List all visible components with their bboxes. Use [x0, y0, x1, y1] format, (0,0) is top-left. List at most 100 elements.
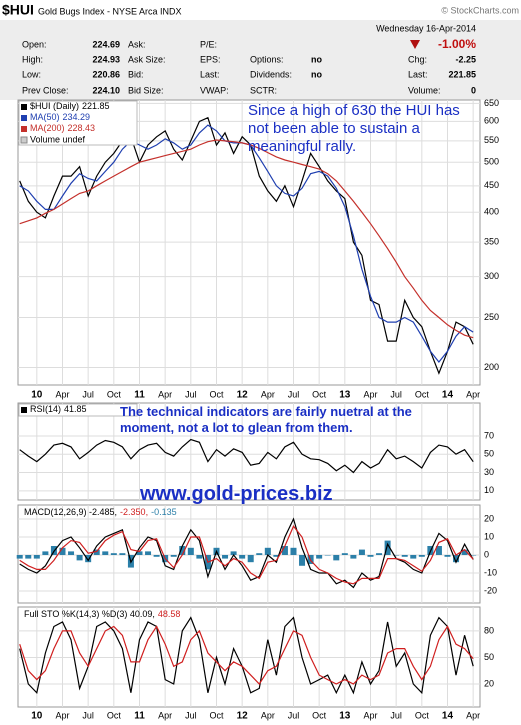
down-arrow [410, 40, 420, 49]
x-tick-label: Apr [55, 389, 69, 399]
y-tick-label: 0 [484, 549, 489, 559]
histogram-bar [93, 549, 100, 555]
histogram-bar [110, 553, 117, 555]
x-tick-label: Jul [390, 710, 402, 720]
y-tick-label: 20 [484, 678, 494, 688]
field-label: Dividends: [250, 69, 292, 79]
legend-value: 221.85 [82, 101, 110, 111]
legend-value: 228.43 [68, 123, 96, 133]
field-value: no [311, 69, 322, 79]
histogram-bar [16, 554, 23, 559]
legend-value: 41.85 [64, 404, 87, 414]
x-tick-label: Apr [261, 710, 275, 720]
histogram-bar [290, 547, 297, 555]
histogram-bar [333, 554, 340, 561]
histogram-bar [119, 553, 126, 555]
legend-entry: MACD(12,26,9) -2.485, [24, 507, 117, 517]
histogram-bar [393, 554, 400, 556]
legend: Full STO %K(14,3) %D(3) 40.09, 48.58 [24, 609, 180, 619]
field-value: no [311, 54, 322, 64]
legend-entry: MA(200) 228.43 [30, 123, 95, 133]
change-percent: -1.00% [438, 37, 476, 51]
field-label: Last: [408, 69, 428, 79]
histogram-bar [281, 545, 288, 555]
field-label: VWAP: [200, 85, 229, 95]
field-value: -2.25 [455, 54, 476, 64]
y-tick-label: 400 [484, 207, 499, 217]
field-value: 220.86 [92, 69, 120, 79]
legend-value: 234.29 [63, 112, 91, 122]
y-tick-label: 10 [484, 485, 494, 495]
legend-swatch [21, 407, 27, 413]
y-tick-label: -20 [484, 585, 497, 595]
x-tick-label: Oct [107, 389, 122, 399]
series-line [19, 116, 474, 375]
field-label: High: [22, 54, 43, 64]
histogram-bar [453, 554, 460, 563]
legend-entry: -2.350, [120, 507, 148, 517]
x-tick-label: Jul [390, 389, 402, 399]
histogram-bar [25, 554, 32, 559]
field-label: Open: [22, 39, 47, 49]
x-tick-label: 11 [134, 390, 145, 401]
legend-box [18, 100, 138, 146]
legend-entry: $HUI (Daily) 221.85 [30, 101, 110, 111]
x-tick-label: Apr [363, 389, 377, 399]
histogram-bar [444, 554, 451, 557]
histogram-bar [247, 554, 254, 563]
field-label: Ask Size: [128, 54, 166, 64]
x-tick-label: 11 [134, 711, 145, 722]
date: Wednesday 16-Apr-2014 [376, 23, 476, 33]
histogram-bar [410, 554, 417, 559]
x-tick-label: Jul [185, 389, 197, 399]
legend-name: MA(200) [30, 123, 65, 133]
histogram-bar [33, 554, 40, 559]
field-label: Ask: [128, 39, 146, 49]
x-tick-label: Oct [312, 710, 327, 720]
y-tick-label: 30 [484, 467, 494, 477]
field-value: 224.93 [92, 54, 120, 64]
y-tick-label: 50 [484, 449, 494, 459]
histogram-bar [470, 554, 477, 556]
y-tick-label: 650 [484, 98, 499, 108]
panel-background [17, 402, 481, 501]
histogram-bar [239, 554, 246, 559]
histogram-bar [136, 551, 143, 555]
field-label: EPS: [200, 54, 221, 64]
x-tick-label: Jul [82, 389, 94, 399]
series-line [19, 625, 474, 685]
histogram-bar [350, 554, 357, 559]
y-tick-label: 80 [484, 625, 494, 635]
field-label: Options: [250, 54, 284, 64]
histogram-bar [367, 554, 374, 557]
x-tick-label: Jul [185, 710, 197, 720]
field-label: Bid: [128, 69, 144, 79]
y-tick-label: 10 [484, 531, 494, 541]
histogram-bar [341, 553, 348, 555]
histogram-bar [187, 547, 194, 555]
x-tick-label: Apr [466, 389, 480, 399]
copyright: © StockCharts.com [441, 5, 519, 15]
histogram-bar [384, 540, 391, 555]
header-background [0, 20, 521, 100]
y-tick-label: 70 [484, 430, 494, 440]
field-label: SCTR: [250, 85, 277, 95]
field-label: Volume: [408, 85, 441, 95]
legend-entry: Full STO %K(14,3) %D(3) 40.09, [24, 609, 155, 619]
histogram-bar [145, 551, 152, 555]
field-value: 0 [471, 85, 476, 95]
histogram-bar [264, 547, 271, 555]
histogram-bar [324, 554, 331, 556]
y-tick-label: 500 [484, 157, 499, 167]
legend-swatch [21, 126, 27, 132]
histogram-bar [179, 545, 186, 555]
legend-name: MA(50) [30, 112, 60, 122]
histogram-bar [376, 553, 383, 555]
legend-entry: -0.135 [151, 507, 177, 517]
x-tick-label: Oct [209, 389, 224, 399]
legend-entry: 48.58 [158, 609, 181, 619]
series-line [19, 525, 474, 585]
x-tick-label: Oct [312, 389, 327, 399]
price-annotation: Since a high of 630 the HUI has not been… [248, 102, 460, 155]
